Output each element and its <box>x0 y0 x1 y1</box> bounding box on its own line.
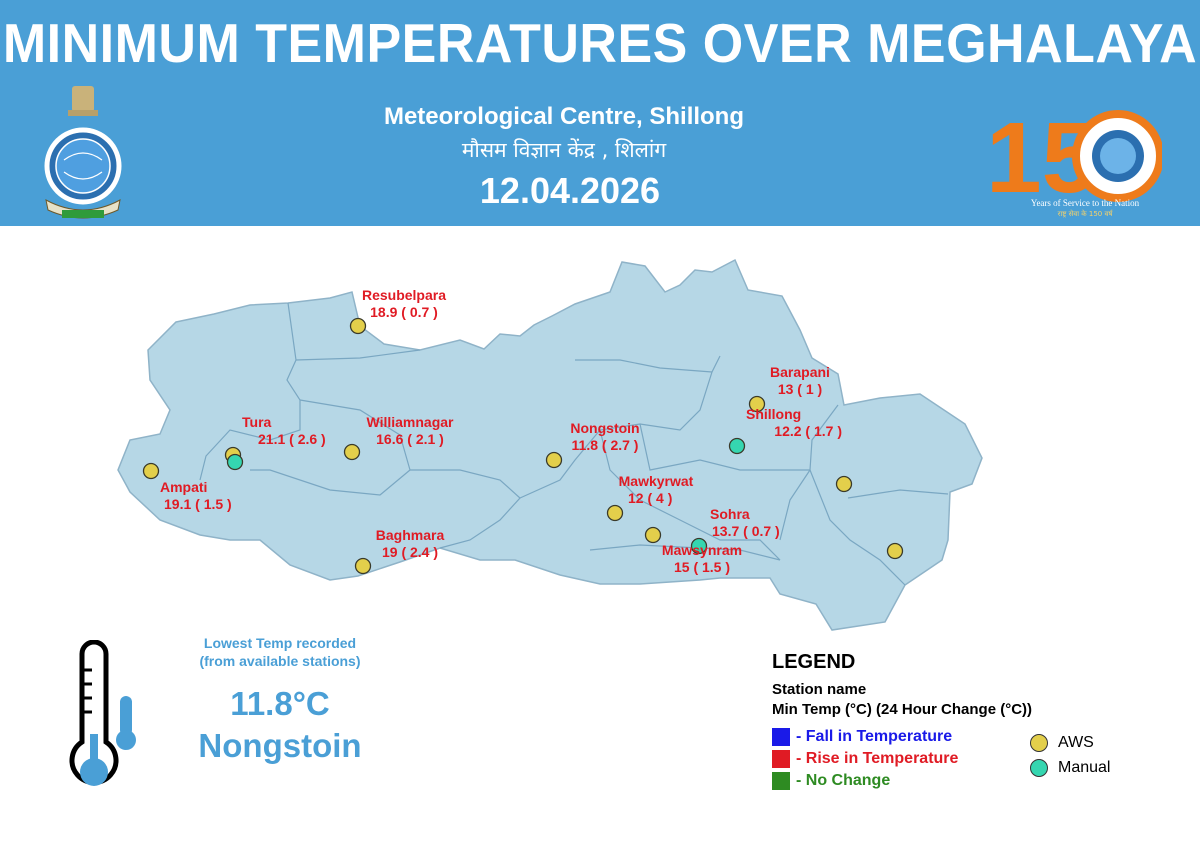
legend-aws-label: AWS <box>1058 734 1094 751</box>
aws-station-marker <box>886 542 904 560</box>
station-name: Williamnagar <box>366 414 454 430</box>
station-label-baghmara: Baghmara 19 ( 2.4 ) <box>360 527 460 561</box>
station-value: 19.1 ( 1.5 ) <box>164 496 232 512</box>
station-name: Nongstoin <box>570 420 640 436</box>
manual-station-marker <box>690 537 708 555</box>
no-change-swatch <box>772 772 790 790</box>
station-value: 16.6 ( 2.1 ) <box>376 431 444 447</box>
centre-name-hindi: मौसम विज्ञान केंद्र , शिलांग <box>461 138 667 162</box>
aws-station-marker <box>349 317 367 335</box>
lowest-temp-value: 11.8°C <box>230 685 330 722</box>
district-boundaries <box>199 302 949 586</box>
station-name: Tura <box>242 414 272 430</box>
station-label-shillong: Shillong 12.2 ( 1.7 ) <box>732 406 842 440</box>
station-label-nongstoin: Nongstoin 11.8 ( 2.7 ) <box>555 420 655 454</box>
aws-station-marker <box>606 504 624 522</box>
station-value: 18.9 ( 0.7 ) <box>370 304 438 320</box>
station-label-ampati: Ampati 19.1 ( 1.5 ) <box>150 479 250 513</box>
rise-swatch <box>772 750 790 768</box>
station-markers <box>142 317 904 575</box>
station-label-mawkyrwat: Mawkyrwat 12 ( 4 ) <box>606 473 706 507</box>
fall-swatch <box>772 728 790 746</box>
legend-rise-label: - Rise in Temperature <box>796 750 959 767</box>
station-value: 13 ( 1 ) <box>777 381 823 397</box>
report-date: 12.04.2026 <box>479 170 661 211</box>
header-banner <box>0 0 1200 226</box>
legend-no-change: - No Change <box>772 772 890 792</box>
station-label-williamnagar: Williamnagar 16.6 ( 2.1 ) <box>355 414 465 448</box>
station-value: 13.7 ( 0.7 ) <box>712 523 780 539</box>
station-value: 12 ( 4 ) <box>628 490 673 506</box>
legend-rise: - Rise in Temperature <box>772 750 958 770</box>
aws-station-marker <box>142 462 160 480</box>
anniversary-caption-hindi: राष्ट्र सेवा के 150 वर्ष <box>1057 210 1113 218</box>
manual-symbol-icon <box>1030 759 1048 777</box>
page-title: MINIMUM TEMPERATURES OVER MEGHALAYA <box>2 13 1198 75</box>
lowest-caption-line2: (from available stations) <box>199 653 361 669</box>
thermometer-icon <box>69 640 136 786</box>
station-name: Mawsynram <box>661 542 743 558</box>
station-label-sohra: Sohra 13.7 ( 0.7 ) <box>702 506 802 540</box>
legend-manual: Manual <box>1030 759 1110 779</box>
station-name: Resubelpara <box>361 287 447 303</box>
manual-station-marker <box>226 453 244 471</box>
legend-no-change-label: - No Change <box>796 772 891 789</box>
aws-station-marker <box>644 526 662 544</box>
station-label-tura: Tura 21.1 ( 2.6 ) <box>234 414 334 448</box>
aws-station-marker <box>545 451 563 469</box>
station-name: Sohra <box>710 506 750 522</box>
station-name: Ampati <box>160 479 208 495</box>
imd-emblem-icon <box>44 86 122 219</box>
station-name: Barapani <box>770 364 830 380</box>
legend-station-name: Station name <box>772 681 867 698</box>
legend-fall: - Fall in Temperature <box>772 728 952 748</box>
station-value: 12.2 ( 1.7 ) <box>774 423 842 439</box>
station-name: Mawkyrwat <box>618 473 694 489</box>
legend-min-temp: Min Temp (°C) (24 Hour Change (°C)) <box>772 701 1033 718</box>
lowest-temp-station: Nongstoin <box>198 727 362 764</box>
station-label-mawsynram: Mawsynram 15 ( 1.5 ) <box>652 542 752 576</box>
station-value: 21.1 ( 2.6 ) <box>258 431 326 447</box>
legend-manual-label: Manual <box>1058 759 1111 776</box>
aws-station-marker <box>835 475 853 493</box>
station-value: 19 ( 2.4 ) <box>381 544 439 560</box>
aws-station-marker <box>748 395 766 413</box>
centre-name: Meteorological Centre, Shillong <box>383 103 745 130</box>
station-label-resubelpara: Resubelpara 18.9 ( 0.7 ) <box>354 287 454 321</box>
station-label-barapani: Barapani 13 ( 1 ) <box>750 364 850 398</box>
station-value: 15 ( 1.5 ) <box>673 559 731 575</box>
legend-aws: AWS <box>1030 734 1094 754</box>
station-name: Baghmara <box>375 527 445 543</box>
imd-150-years-logo-icon: 150 <box>986 102 1162 214</box>
meghalaya-map <box>117 258 983 631</box>
lowest-caption-line1: Lowest Temp recorded <box>203 635 357 651</box>
legend-fall-label: - Fall in Temperature <box>796 728 953 745</box>
state-outline <box>117 258 983 631</box>
aws-station-marker <box>343 443 361 461</box>
aws-station-marker <box>354 557 372 575</box>
anniversary-caption: Years of Service to the Nation <box>1030 198 1140 208</box>
station-name: Shillong <box>746 406 802 422</box>
station-value: 11.8 ( 2.7 ) <box>571 437 639 453</box>
lowest-temp-caption: Lowest Temp recorded (from available sta… <box>170 634 390 670</box>
legend-title: LEGEND <box>772 651 856 673</box>
manual-station-marker <box>728 437 746 455</box>
aws-symbol-icon <box>1030 734 1048 752</box>
